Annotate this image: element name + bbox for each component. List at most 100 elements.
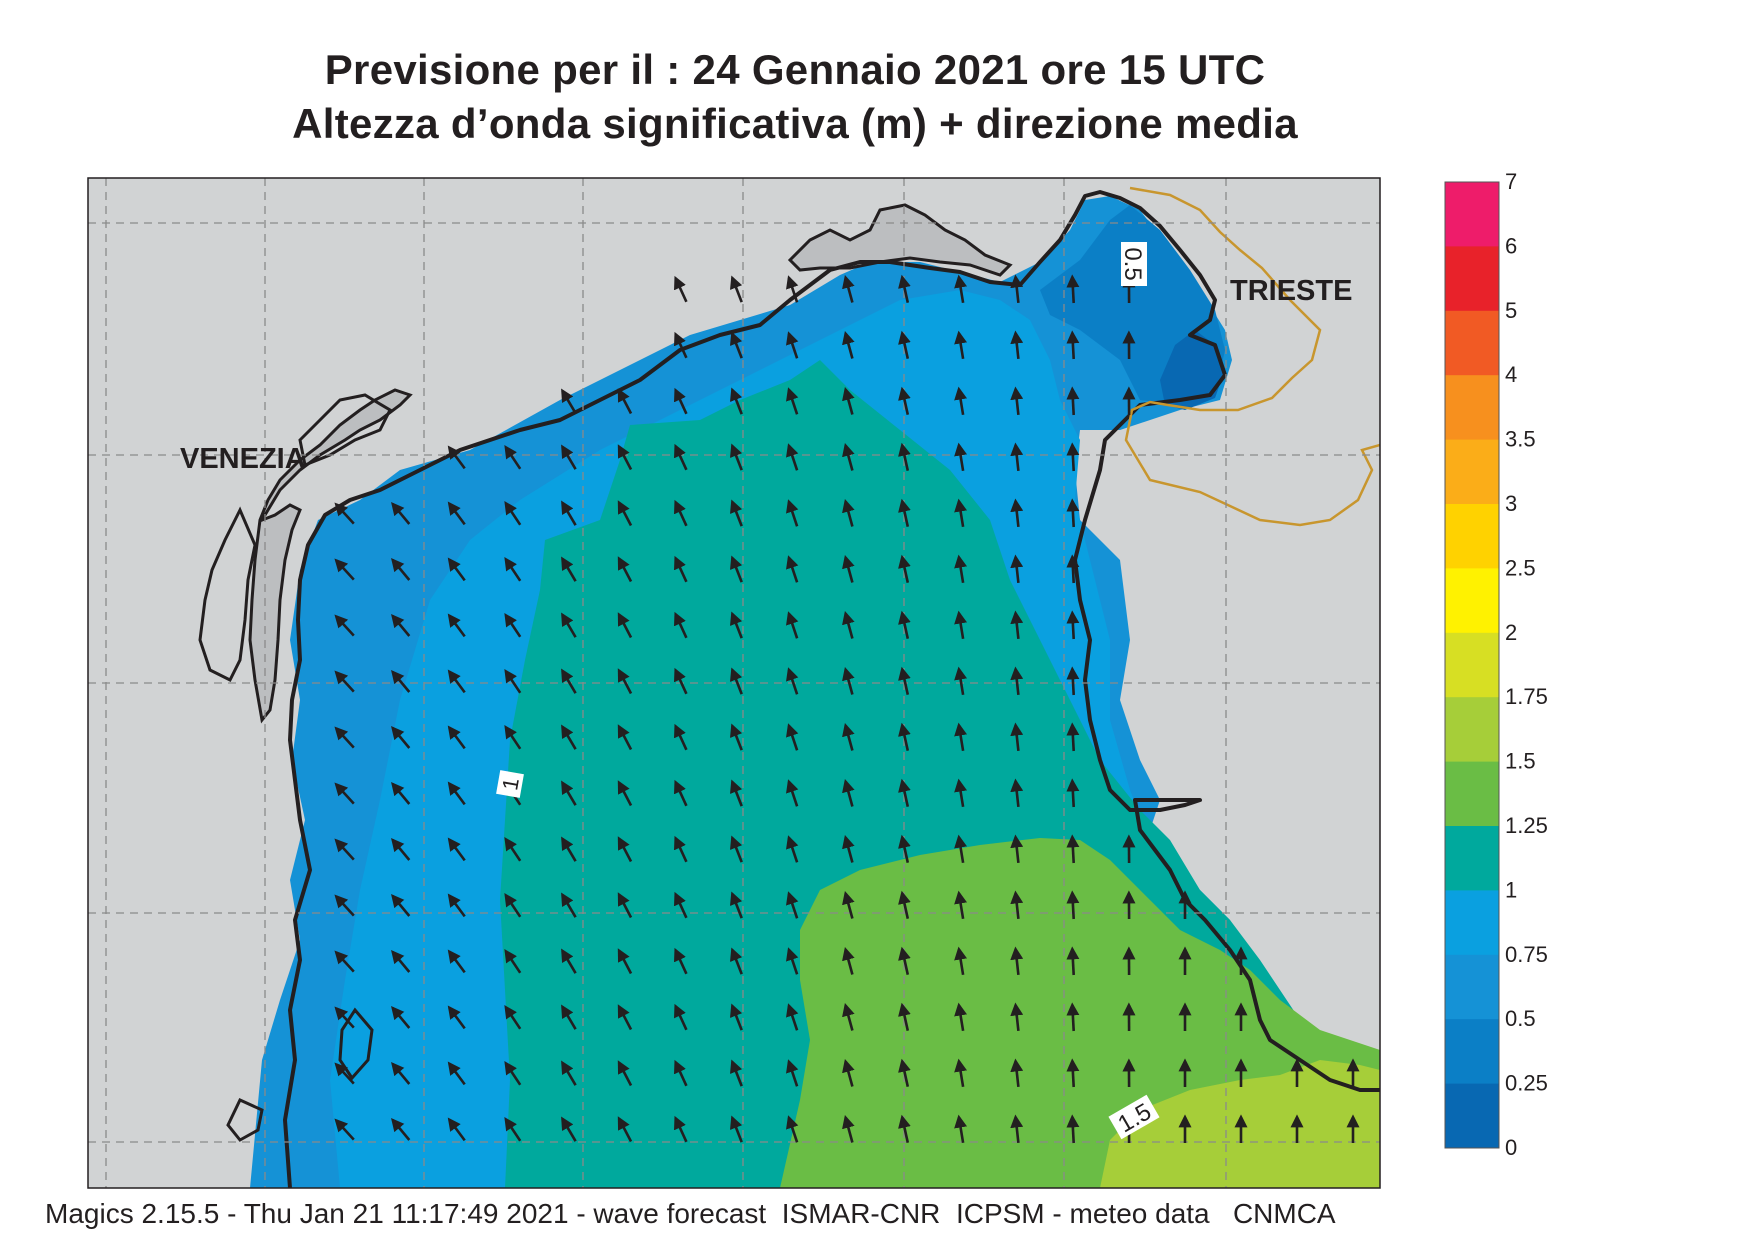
label-venezia: VENEZIA [180, 443, 306, 475]
direction-arrow [1010, 946, 1024, 976]
direction-arrow [391, 725, 411, 749]
direction-arrow [1010, 890, 1024, 920]
colorbar-bin-3.5-4 [1445, 375, 1499, 441]
svg-text:0.5: 0.5 [1119, 247, 1146, 280]
direction-arrow [730, 723, 743, 751]
colorbar-bin-3-3.5 [1445, 439, 1499, 505]
direction-arrow [561, 444, 577, 470]
coastline [283, 190, 1380, 1188]
direction-arrow [674, 1059, 688, 1087]
colorbar-tick-label: 1 [1505, 877, 1517, 902]
direction-arrow [954, 778, 967, 808]
direction-arrow [391, 837, 411, 861]
direction-arrow [786, 667, 799, 695]
direction-arrow [1066, 946, 1080, 976]
direction-arrow [898, 778, 911, 807]
colorbar-bin-6-7 [1445, 182, 1499, 247]
direction-arrow [391, 557, 411, 581]
direction-arrow [786, 275, 799, 303]
colorbar: 7 6 5 4 3.5 3 2.5 2 1.75 1.5 1.25 1 0.75 0.5 0.25 0 [1444, 169, 1548, 1160]
colorbar-tick-label: 3.5 [1505, 427, 1536, 452]
direction-arrow [447, 1117, 466, 1142]
direction-arrow [561, 948, 577, 974]
colorbar-tick-label: 5 [1505, 298, 1517, 323]
direction-arrow [561, 1004, 577, 1030]
direction-arrow [898, 890, 911, 919]
direction-arrow [730, 443, 743, 471]
direction-arrow [674, 667, 688, 695]
direction-arrow [898, 554, 911, 583]
direction-arrow [617, 668, 633, 695]
direction-arrow [730, 499, 743, 527]
direction-arrow [730, 331, 743, 359]
direction-arrow [898, 834, 911, 863]
direction-arrow [954, 946, 967, 976]
direction-arrow [674, 387, 688, 415]
colorbar-bin-0-0.25 [1445, 1083, 1499, 1149]
direction-arrow [617, 724, 633, 751]
direction-arrow [954, 442, 967, 472]
marano-lagoon-land [787, 203, 1013, 277]
direction-arrow [334, 838, 355, 861]
direction-arrow [391, 501, 411, 525]
colorbar-tick-label: 0.25 [1505, 1071, 1548, 1096]
colorbar-bin-0.25-0.5 [1445, 1019, 1499, 1085]
direction-arrow [898, 1002, 911, 1031]
direction-arrow [674, 555, 688, 583]
direction-arrow [842, 834, 855, 863]
direction-arrow [842, 442, 855, 471]
direction-arrow [1066, 666, 1080, 696]
direction-arrow [334, 894, 355, 917]
direction-arrow [504, 837, 522, 862]
direction-arrow [334, 614, 355, 637]
direction-arrow [504, 501, 522, 526]
direction-arrow [898, 722, 911, 751]
direction-arrow [786, 331, 799, 359]
direction-arrow [730, 387, 743, 415]
direction-arrow [1066, 1114, 1080, 1144]
direction-arrow [561, 1116, 577, 1142]
colorbar-bin-0.75-1 [1445, 890, 1499, 956]
direction-arrow [1010, 666, 1024, 696]
direction-arrow [1066, 330, 1080, 360]
direction-arrow [898, 274, 911, 303]
colorbar-bin-1-1.25 [1445, 826, 1499, 891]
colorbar-tick-label: 1.25 [1505, 813, 1548, 838]
direction-arrow [1066, 834, 1080, 864]
direction-arrow [898, 498, 911, 527]
direction-arrow [334, 1062, 355, 1085]
direction-arrow [786, 723, 799, 751]
direction-arrow [1010, 442, 1024, 472]
contour-label-0.5: 0.5 [1119, 242, 1147, 286]
direction-arrow [561, 668, 577, 694]
direction-arrow [898, 442, 911, 471]
direction-arrow [447, 949, 466, 974]
direction-arrow [1010, 834, 1024, 864]
direction-arrow [504, 893, 522, 918]
footer-credits: Magics 2.15.5 - Thu Jan 21 11:17:49 2021… [45, 1198, 1336, 1229]
direction-arrow [391, 669, 411, 693]
national-border [1124, 186, 1380, 527]
direction-arrow [786, 443, 799, 471]
direction-arrow [447, 837, 466, 862]
direction-arrow [1066, 442, 1080, 472]
direction-arrow [898, 946, 911, 975]
direction-arrow [561, 1060, 577, 1086]
direction-arrow [954, 890, 967, 920]
map-frame [87, 177, 1381, 1189]
direction-arrow [1010, 330, 1024, 360]
colorbar-bin-1.25-1.5 [1445, 761, 1499, 827]
direction-arrow [674, 1115, 688, 1143]
direction-arrow [447, 557, 466, 582]
direction-arrow [1066, 610, 1080, 640]
direction-arrow [730, 835, 743, 863]
direction-arrow [447, 1005, 466, 1030]
direction-arrow [504, 613, 522, 638]
direction-arrow [730, 891, 743, 919]
direction-arrow [786, 611, 799, 639]
direction-arrow [334, 558, 355, 581]
direction-arrow [674, 611, 688, 639]
direction-arrow [786, 779, 799, 807]
direction-arrow [730, 1003, 743, 1031]
